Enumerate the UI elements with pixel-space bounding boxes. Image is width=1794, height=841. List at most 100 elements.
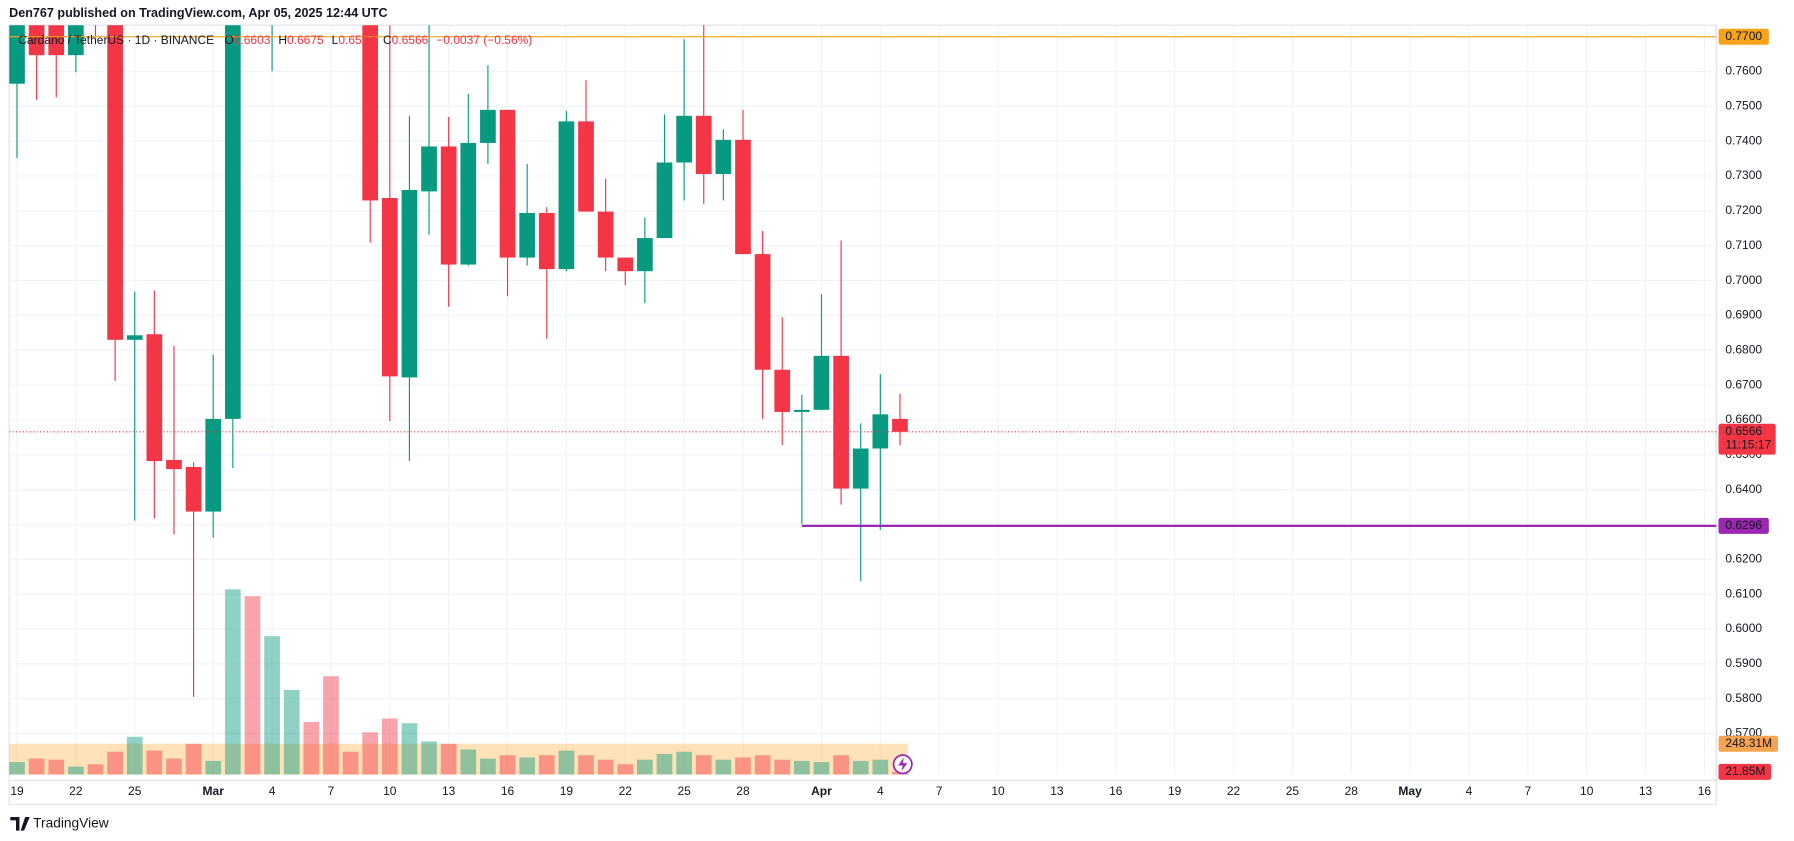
x-tick-label: 19 [1168,784,1182,798]
candle-body [28,25,45,56]
volume-bar [715,759,732,775]
ohlc-value: 0.6527 [338,33,375,47]
y-tick-label: 0.6100 [1725,586,1762,600]
candle-body [735,139,751,255]
volume-bar [244,596,261,775]
x-tick-label: 16 [1109,784,1123,798]
volume-bar [362,732,379,775]
volume-bar [735,757,751,775]
candle-body [519,212,536,258]
y-tick-label: 0.6200 [1725,551,1762,565]
volume-bar [264,636,280,775]
price-badge [1718,423,1776,455]
x-tick-label: 25 [1286,784,1300,798]
volume-bar [440,743,457,775]
volume-bar [460,749,477,775]
volume-bar [421,741,437,775]
candle-body [892,418,908,432]
candle-body [852,448,869,489]
ohlc-value: 0.6603 [234,33,271,47]
y-tick-label: 0.6700 [1725,377,1762,391]
candle-body [833,355,849,489]
x-tick-label: 28 [1345,784,1359,798]
x-tick-label: 22 [619,784,633,798]
candle-body [637,238,653,272]
x-tick-label: 4 [269,784,276,798]
x-tick-label: Apr [811,784,832,798]
candle-body [126,335,143,340]
volume-bar [872,759,889,775]
alert-bolt [898,757,908,772]
candle-body [9,25,25,84]
ohlc-value: 0.6566 [392,33,429,47]
candle-body [794,409,810,412]
y-tick-label: 0.7300 [1725,168,1762,182]
ohlc-letter: C [383,33,392,47]
y-tick-label: 0.6600 [1725,412,1762,426]
x-tick-label: 10 [1580,784,1594,798]
candle-body [617,257,634,272]
x-tick-label: 7 [328,784,335,798]
candle-body [166,460,182,470]
volume-bar [558,750,575,775]
candle-body [205,418,222,512]
x-tick-label: 25 [677,784,691,798]
volume-bar [146,750,163,775]
volume-bar [283,689,300,775]
volume-bar [205,760,222,775]
volume-bar [617,764,634,775]
volume-badge [1718,735,1778,752]
candle-body [460,142,477,265]
volume-bar [303,722,320,775]
publisher: Den767 published on TradingView.com, Apr… [9,6,387,20]
volume-bar [499,755,516,775]
volume-bar [342,751,359,775]
candle-body [381,198,398,377]
volume-bar [656,753,673,775]
candle-body [440,146,457,265]
volume-bar [166,758,182,775]
x-tick-label: 7 [1524,784,1531,798]
y-tick-label: 0.5800 [1725,691,1762,705]
volume-badge-label: 248.31M [1725,736,1772,750]
y-tick-label: 0.6400 [1725,482,1762,496]
candle-body [754,254,771,370]
x-tick-label: Mar [203,784,225,798]
candles [9,25,908,697]
volume-bar [68,766,84,775]
candle-body [107,25,123,340]
y-tick-label: 0.7500 [1725,99,1762,113]
logo-mark [10,816,30,831]
ohlc-letter: H [278,33,287,47]
candle-body [224,25,241,419]
volume-bar [107,751,123,775]
x-tick-label: 4 [1466,784,1473,798]
volume-bar [381,718,398,775]
x-tick-label: 10 [383,784,397,798]
candle-body [362,25,379,201]
candle-body [656,162,673,239]
x-tick-label: 19 [10,784,24,798]
x-tick-label: 19 [560,784,574,798]
x-tick-label: 13 [442,784,456,798]
y-tick-label: 0.6800 [1725,342,1762,356]
x-tick-label: 16 [501,784,515,798]
ohlc-value: 0.6675 [287,33,324,47]
legend: Cardano / TetherUS · 1D · BINANCE O0.660… [18,33,532,47]
volume-bar [519,757,536,775]
candle-body [715,139,732,174]
x-tick-label: 13 [1050,784,1064,798]
price-badge [1718,28,1769,45]
candle-body [146,334,163,462]
alert-icon [892,754,913,775]
x-tick-label: 28 [736,784,750,798]
candle-body [558,121,575,270]
y-tick-label: 0.6900 [1725,308,1762,322]
x-tick-label: 22 [69,784,83,798]
volume-bar [185,743,202,775]
overlays: 0.57000.58000.59000.60000.61000.62000.63… [9,28,1778,798]
x-tick-label: May [1398,784,1422,798]
x-tick-label: 25 [128,784,142,798]
candle-body [68,25,84,56]
